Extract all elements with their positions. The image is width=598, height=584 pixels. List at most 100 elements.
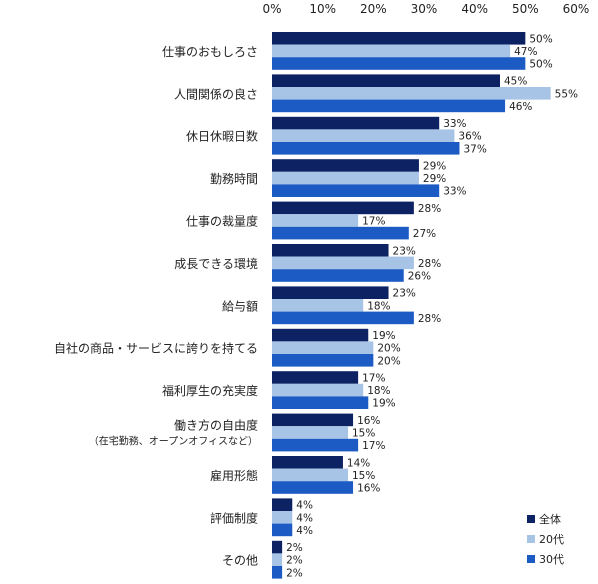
category-sublabel: （在宅勤務、オープンオフィスなど） bbox=[89, 435, 258, 448]
category-label: 勤務時間 bbox=[210, 172, 258, 186]
value-label: 36% bbox=[458, 131, 481, 143]
bar bbox=[272, 226, 409, 240]
bar bbox=[272, 184, 440, 197]
category-label: 仕事のおもしろさ bbox=[162, 45, 258, 59]
value-label: 18% bbox=[367, 385, 390, 397]
legend-swatch bbox=[527, 515, 535, 523]
value-label: 23% bbox=[393, 245, 416, 257]
legend-swatch bbox=[527, 555, 535, 563]
x-tick-label: 0% bbox=[262, 2, 281, 16]
value-label: 19% bbox=[372, 398, 395, 410]
legend-swatch bbox=[527, 535, 535, 543]
value-label: 28% bbox=[418, 313, 441, 325]
bar bbox=[272, 354, 374, 367]
value-label: 55% bbox=[555, 88, 578, 100]
bar bbox=[272, 426, 348, 439]
category-label: 人間関係の良さ bbox=[174, 86, 258, 101]
value-label: 19% bbox=[372, 330, 395, 342]
value-label: 46% bbox=[509, 101, 532, 113]
value-label: 4% bbox=[296, 500, 313, 512]
legend: 全体 20代 30代 bbox=[527, 512, 564, 566]
bar bbox=[272, 269, 404, 282]
value-label: 50% bbox=[529, 33, 552, 45]
bar bbox=[272, 511, 293, 524]
value-label: 4% bbox=[296, 512, 313, 524]
category-label: 福利厚生の充実度 bbox=[162, 383, 258, 398]
bar bbox=[272, 299, 364, 312]
bar bbox=[272, 286, 389, 299]
value-label: 2% bbox=[286, 542, 303, 554]
value-label: 29% bbox=[423, 173, 446, 185]
bar bbox=[272, 481, 354, 494]
value-label: 2% bbox=[286, 555, 303, 567]
bars: 50%47%50%45%55%46%33%36%37%29%29%33%28%1… bbox=[272, 32, 578, 579]
bar bbox=[272, 371, 359, 384]
category-label: 雇用形態 bbox=[210, 468, 258, 483]
value-label: 4% bbox=[296, 525, 313, 537]
category-labels: 仕事のおもしろさ人間関係の良さ休日休暇日数勤務時間仕事の裁量度成長できる環境給与… bbox=[54, 45, 258, 568]
bar bbox=[272, 456, 343, 469]
bar bbox=[272, 159, 419, 172]
category-label: その他 bbox=[222, 554, 258, 568]
category-label: 仕事の裁量度 bbox=[186, 214, 258, 229]
x-tick-label: 60% bbox=[563, 2, 590, 16]
bar bbox=[272, 256, 414, 270]
bar bbox=[272, 32, 526, 45]
bar bbox=[272, 57, 526, 70]
value-label: 27% bbox=[413, 228, 436, 240]
category-label: 自社の商品・サービスに誇りを持てる bbox=[54, 341, 258, 356]
x-tick-label: 20% bbox=[360, 2, 387, 16]
value-label: 28% bbox=[418, 203, 441, 215]
x-tick-label: 40% bbox=[461, 2, 488, 16]
value-label: 17% bbox=[362, 373, 385, 385]
bar bbox=[272, 498, 293, 511]
bar bbox=[272, 244, 389, 257]
value-label: 37% bbox=[463, 143, 486, 155]
bar bbox=[272, 553, 283, 566]
value-label: 26% bbox=[408, 271, 431, 283]
value-label: 45% bbox=[504, 76, 527, 88]
bar bbox=[272, 129, 455, 142]
bar bbox=[272, 438, 359, 452]
value-label: 16% bbox=[357, 483, 380, 495]
value-label: 2% bbox=[286, 567, 303, 579]
bar bbox=[272, 341, 374, 354]
bar bbox=[272, 74, 500, 87]
value-label: 20% bbox=[377, 343, 400, 355]
category-label: 成長できる環境 bbox=[174, 256, 258, 271]
x-tick-label: 50% bbox=[512, 2, 539, 16]
bar bbox=[272, 383, 364, 397]
legend-label: 20代 bbox=[539, 533, 564, 546]
value-label: 23% bbox=[393, 288, 416, 300]
bar bbox=[272, 214, 359, 227]
bar bbox=[272, 44, 511, 58]
value-label: 47% bbox=[514, 46, 537, 58]
value-label: 33% bbox=[443, 186, 466, 198]
value-label: 17% bbox=[362, 216, 385, 228]
x-tick-label: 10% bbox=[309, 2, 336, 16]
value-label: 33% bbox=[443, 118, 466, 130]
bar bbox=[272, 468, 348, 482]
value-label: 29% bbox=[423, 161, 446, 173]
bar bbox=[272, 116, 440, 130]
value-label: 15% bbox=[352, 428, 375, 440]
category-label: 休日休暇日数 bbox=[186, 129, 258, 144]
category-label: 給与額 bbox=[222, 299, 258, 313]
bar bbox=[272, 142, 460, 155]
legend-label: 30代 bbox=[539, 553, 564, 566]
x-axis-ticks: 0% 10% 20% 30% 40% 50% 60% bbox=[262, 2, 589, 16]
bar bbox=[272, 328, 369, 342]
value-label: 50% bbox=[529, 59, 552, 71]
value-label: 15% bbox=[352, 470, 375, 482]
value-label: 18% bbox=[367, 300, 390, 312]
value-label: 17% bbox=[362, 440, 385, 452]
bar bbox=[272, 566, 283, 579]
bar bbox=[272, 171, 419, 185]
bar bbox=[272, 413, 354, 427]
category-label: 評価制度 bbox=[210, 510, 258, 525]
category-label: 働き方の自由度 bbox=[174, 418, 258, 433]
bar bbox=[272, 201, 414, 215]
x-tick-label: 30% bbox=[411, 2, 438, 16]
bar bbox=[272, 523, 293, 537]
